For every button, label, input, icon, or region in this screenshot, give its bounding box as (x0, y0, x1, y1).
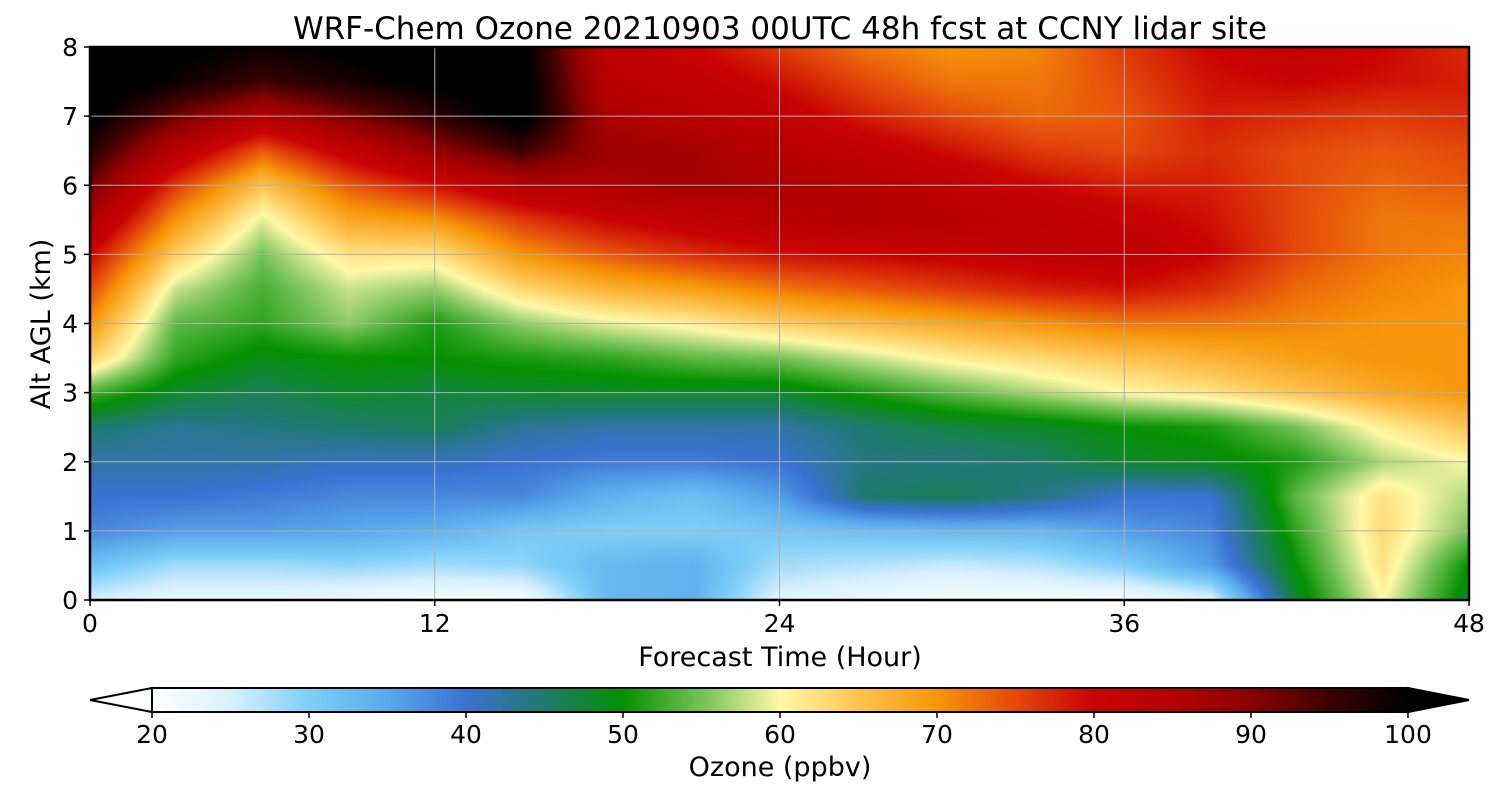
y-axis-ticks: 0 1 2 3 4 5 6 7 8 (62, 33, 90, 615)
colorbar-extend-high (1407, 686, 1470, 714)
colorbar: 20 30 40 50 60 70 80 90 100 Ozone (ppbv) (89, 686, 1470, 783)
plot-gridlines (90, 47, 1469, 600)
colorbar-extend-low (89, 686, 153, 714)
y-tick-label: 8 (62, 33, 78, 62)
x-axis-label: Forecast Time (Hour) (638, 642, 922, 673)
colorbar-tick-label: 50 (607, 720, 639, 749)
y-tick-label: 4 (62, 310, 78, 339)
colorbar-tick-label: 30 (293, 720, 325, 749)
colorbar-tick-label: 80 (1078, 720, 1110, 749)
colorbar-tick-label: 40 (450, 720, 482, 749)
chart-title: WRF-Chem Ozone 20210903 00UTC 48h fcst a… (293, 11, 1267, 47)
colorbar-gradient (152, 688, 1408, 712)
colorbar-ticks: 20 30 40 50 60 70 80 90 100 (136, 712, 1432, 749)
x-axis-ticks: 0 12 24 36 48 (82, 600, 1485, 638)
y-tick-label: 0 (62, 586, 78, 615)
colorbar-tick-label: 70 (921, 720, 953, 749)
y-tick-label: 1 (62, 517, 78, 546)
x-tick-label: 48 (1453, 609, 1485, 638)
x-tick-label: 12 (419, 609, 451, 638)
y-tick-label: 7 (62, 102, 78, 131)
x-tick-label: 0 (82, 609, 98, 638)
colorbar-tick-label: 100 (1384, 720, 1432, 749)
colorbar-tick-label: 60 (764, 720, 796, 749)
y-tick-label: 6 (62, 171, 78, 200)
x-tick-label: 24 (764, 609, 796, 638)
y-tick-label: 2 (62, 448, 78, 477)
y-tick-label: 3 (62, 379, 78, 408)
y-axis-label: Alt AGL (km) (26, 239, 57, 410)
colorbar-tick-label: 20 (136, 720, 168, 749)
x-tick-label: 36 (1108, 609, 1140, 638)
colorbar-label: Ozone (ppbv) (689, 752, 872, 783)
colorbar-tick-label: 90 (1235, 720, 1267, 749)
y-tick-label: 5 (62, 240, 78, 269)
